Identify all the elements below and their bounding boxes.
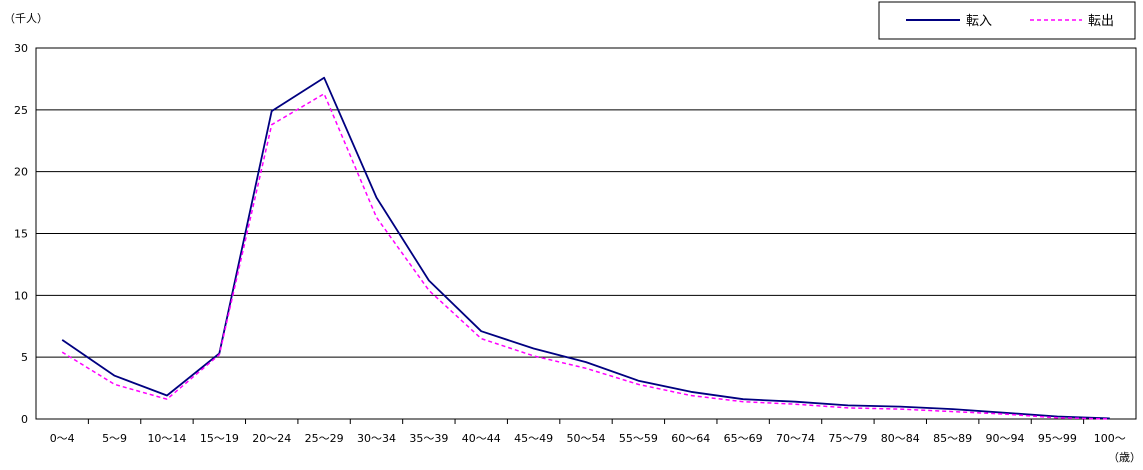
gridlines bbox=[36, 109, 1136, 358]
series-lines bbox=[61, 76, 1110, 420]
x-axis-tick-labels: 0〜4 5〜9 10〜14 15〜19 20〜24 25〜29 30〜34 35〜39 40〜4… bbox=[50, 419, 1126, 445]
y-tick-label: 10 bbox=[14, 289, 28, 302]
x-tick-label: 35〜39 bbox=[409, 432, 448, 445]
x-tick-label: 100〜 bbox=[1094, 432, 1126, 445]
x-tick-label: 65〜69 bbox=[724, 432, 763, 445]
y-tick-label: 5 bbox=[21, 351, 28, 364]
x-tick-label: 15〜19 bbox=[200, 432, 239, 445]
x-tick-label: 50〜54 bbox=[567, 432, 606, 445]
x-tick-label: 20〜24 bbox=[252, 432, 291, 445]
plot-area-frame bbox=[35, 47, 1137, 420]
x-tick-label: 30〜34 bbox=[357, 432, 396, 445]
y-tick-label: 0 bbox=[21, 413, 28, 426]
x-tick-label: 10〜14 bbox=[147, 432, 186, 445]
x-tick-label: 45〜49 bbox=[514, 432, 553, 445]
x-tick-label: 5〜9 bbox=[102, 432, 127, 445]
y-axis-tick-labels: 0 5 10 15 20 25 30 bbox=[14, 42, 28, 426]
x-tick-label: 80〜84 bbox=[881, 432, 920, 445]
x-tick-label: 60〜64 bbox=[671, 432, 710, 445]
legend: 転入 転出 bbox=[878, 1, 1136, 40]
x-tick-label: 40〜44 bbox=[462, 432, 501, 445]
y-tick-label: 25 bbox=[14, 104, 28, 117]
x-tick-label: 90〜94 bbox=[986, 432, 1025, 445]
x-tick-label: 0〜4 bbox=[50, 432, 75, 445]
y-axis-unit-label: （千人） bbox=[4, 12, 48, 25]
x-tick-label: 75〜79 bbox=[828, 432, 867, 445]
legend-label-tennyu: 転入 bbox=[966, 14, 992, 29]
y-tick-label: 20 bbox=[14, 166, 28, 179]
series-line-tennyu bbox=[61, 76, 1110, 420]
x-tick-label: 25〜29 bbox=[305, 432, 344, 445]
x-tick-label: 70〜74 bbox=[776, 432, 815, 445]
x-axis-unit-label: （歳） bbox=[1108, 451, 1141, 464]
y-tick-label: 30 bbox=[14, 42, 28, 55]
legend-label-tenshutsu: 転出 bbox=[1088, 14, 1114, 29]
x-tick-label: 95〜99 bbox=[1038, 432, 1077, 445]
y-tick-label: 15 bbox=[14, 228, 28, 241]
series-line-tenshutsu bbox=[61, 93, 1110, 420]
x-tick-label: 85〜89 bbox=[933, 432, 972, 445]
x-tick-label: 55〜59 bbox=[619, 432, 658, 445]
